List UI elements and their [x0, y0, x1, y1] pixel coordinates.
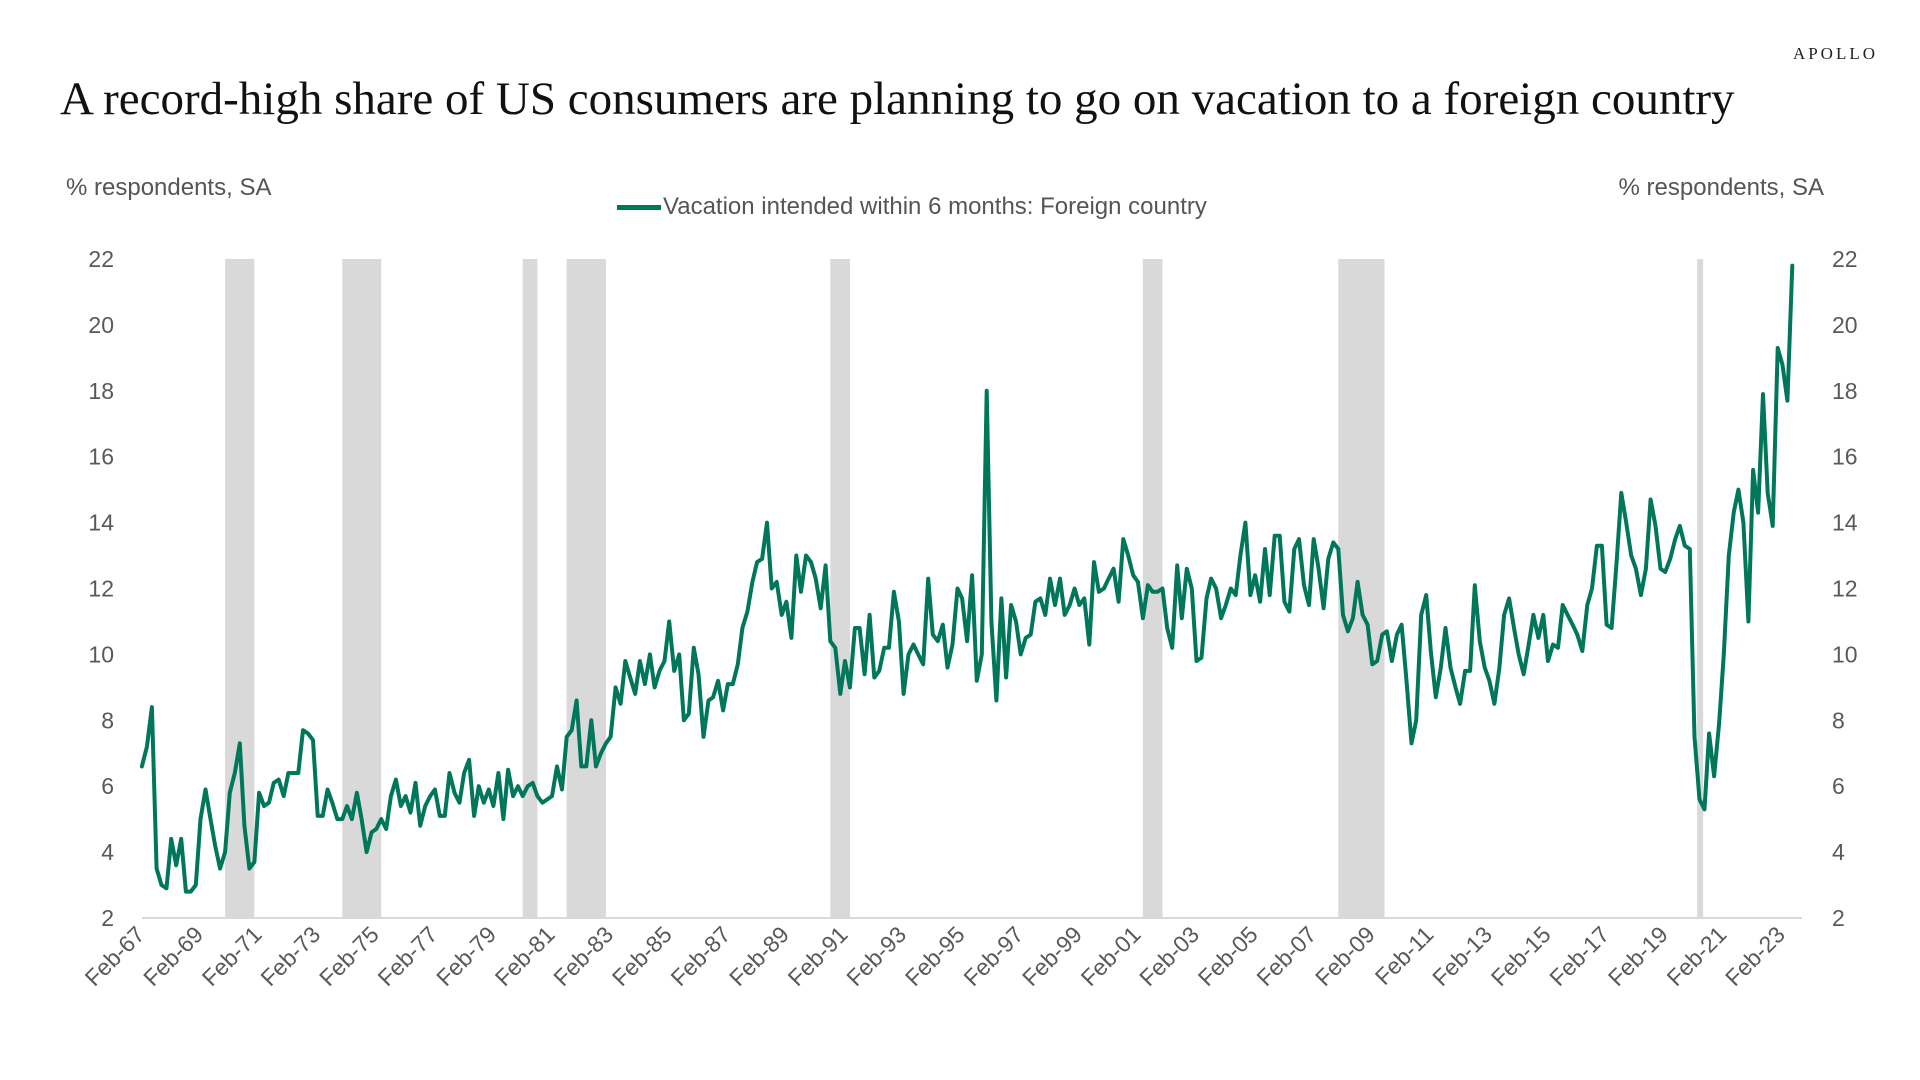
x-tick-label: Feb-67	[80, 921, 150, 991]
x-tick-label: Feb-05	[1193, 921, 1263, 991]
brand-logo: APOLLO	[1792, 44, 1878, 63]
x-tick-label: Feb-01	[1076, 921, 1146, 991]
x-tick-label: Feb-97	[958, 921, 1028, 991]
y-tick-label-left: 16	[88, 444, 114, 470]
series-line	[139, 263, 1795, 894]
y-tick-label-left: 2	[101, 905, 114, 931]
x-tick-label: Feb-95	[900, 921, 970, 991]
x-tick-label: Feb-79	[431, 921, 501, 991]
x-tick-label: Feb-07	[1251, 921, 1321, 991]
y-tick-label-left: 6	[101, 773, 114, 799]
x-tick-label: Feb-11	[1370, 921, 1439, 990]
x-tick-label: Feb-15	[1486, 921, 1556, 991]
y-tick-label-right: 6	[1832, 773, 1845, 799]
y-tick-label-right: 8	[1832, 707, 1845, 733]
x-tick-label: Feb-99	[1017, 921, 1087, 991]
y-tick-label-right: 20	[1832, 312, 1858, 338]
x-tick-label: Feb-09	[1310, 921, 1380, 991]
x-tick-label: Feb-77	[373, 921, 443, 991]
y-tick-label-right: 4	[1832, 839, 1845, 865]
y-tick-label-right: 2	[1832, 905, 1845, 931]
x-tick-label: Feb-75	[314, 921, 384, 991]
x-tick-label: Feb-21	[1661, 921, 1731, 991]
y-tick-label-right: 18	[1832, 378, 1858, 404]
x-tick-label: Feb-69	[138, 921, 208, 991]
x-tick-label: Feb-91	[783, 921, 853, 991]
y-tick-label-left: 8	[101, 707, 114, 733]
x-tick-label: Feb-83	[548, 921, 618, 991]
y-tick-label-left: 10	[88, 641, 114, 667]
chart-legend: Vacation intended within 6 months: Forei…	[617, 193, 1207, 221]
recession-band	[522, 259, 538, 918]
x-tick-label: Feb-73	[255, 921, 325, 991]
y-tick-label-left: 20	[88, 312, 114, 338]
y-tick-label-right: 12	[1832, 576, 1858, 602]
y-tick-label-right: 16	[1832, 444, 1858, 470]
x-tick-label: Feb-81	[490, 921, 560, 991]
y-tick-label-left: 12	[88, 576, 114, 602]
x-tick-label: Feb-23	[1720, 921, 1790, 991]
recession-band	[566, 259, 606, 918]
recession-band	[1697, 259, 1704, 918]
y-tick-label-right: 14	[1832, 510, 1858, 536]
x-tick-label: Feb-85	[607, 921, 677, 991]
legend-label: Vacation intended within 6 months: Forei…	[663, 193, 1207, 220]
y-tick-label-right: 10	[1832, 641, 1858, 667]
left-axis-unit-label: % respondents, SA	[66, 174, 272, 201]
x-tick-label: Feb-93	[841, 921, 911, 991]
y-tick-label-left: 4	[101, 839, 114, 865]
recession-band	[830, 259, 850, 918]
x-tick-label: Feb-71	[197, 921, 267, 991]
right-axis-unit-label: % respondents, SA	[1618, 174, 1824, 201]
y-tick-label-left: 14	[88, 510, 114, 536]
x-tick-label: Feb-19	[1603, 921, 1673, 991]
y-tick-label-left: 18	[88, 378, 114, 404]
x-tick-label: Feb-17	[1544, 921, 1614, 991]
y-tick-label-right: 22	[1832, 246, 1858, 272]
legend-swatch	[617, 204, 661, 210]
y-tick-label-left: 22	[88, 246, 114, 272]
x-tick-label: Feb-89	[724, 921, 794, 991]
chart-title: A record-high share of US consumers are …	[60, 73, 1735, 125]
x-tick-label: Feb-13	[1427, 921, 1497, 991]
x-tick-label: Feb-03	[1134, 921, 1204, 991]
recession-band	[1338, 259, 1385, 918]
x-tick-label: Feb-87	[665, 921, 735, 991]
